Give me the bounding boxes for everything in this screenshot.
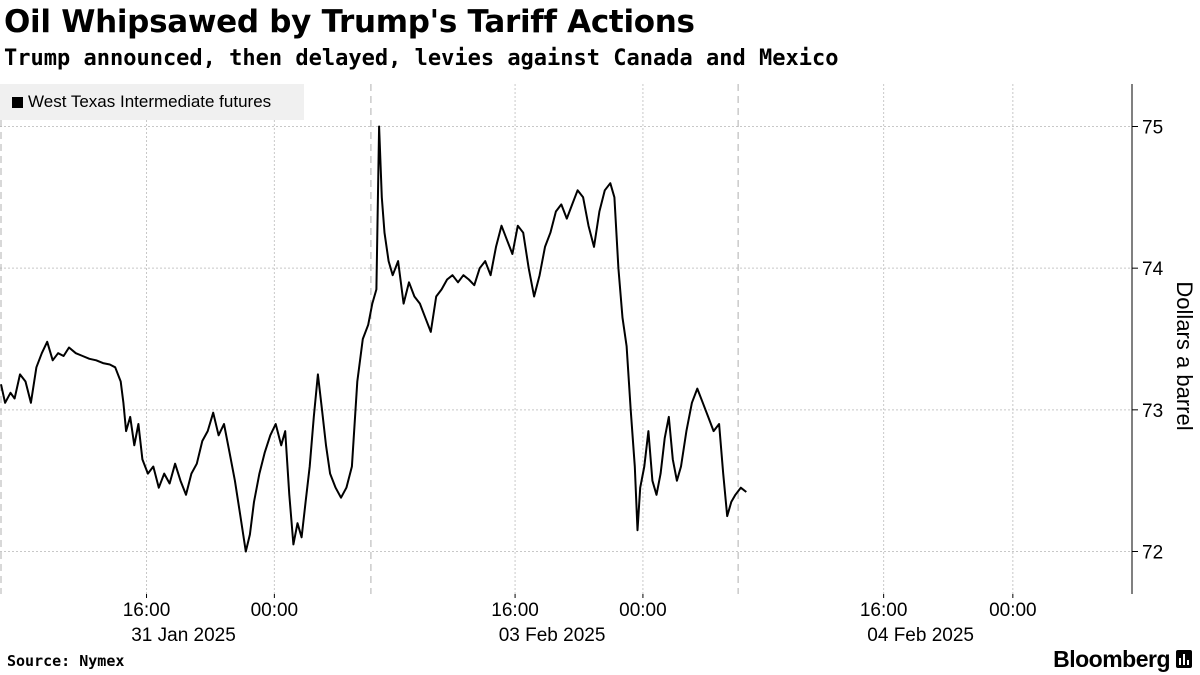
x-tick-date: 31 Jan 2025 [131, 625, 236, 646]
legend: West Texas Intermediate futures [0, 84, 304, 120]
y-tick-label: 74 [1142, 259, 1164, 280]
brand-logo: Bloomberg [1053, 646, 1170, 672]
x-tick-time: 16:00 [491, 600, 539, 621]
x-axis-ticks: 16:00 31 Jan 2025 00:00 16:00 03 Feb 2025 00:… [123, 594, 1037, 646]
bloomberg-chart-icon [1176, 650, 1192, 668]
y-axis-ticks: 72 73 74 75 [1132, 118, 1164, 564]
chart-subtitle: Trump announced, then delayed, levies ag… [4, 46, 839, 71]
y-tick-label: 75 [1142, 118, 1163, 139]
gridlines [0, 84, 1132, 594]
y-tick-label: 73 [1142, 401, 1163, 422]
x-tick-time: 00:00 [619, 600, 667, 621]
session-break-lines [0, 84, 739, 594]
y-axis-label: Dollars a barrel [1172, 281, 1197, 430]
x-tick-time: 00:00 [251, 600, 299, 621]
x-tick-time: 16:00 [860, 600, 908, 621]
x-tick-date: 03 Feb 2025 [499, 625, 606, 646]
x-tick-time: 00:00 [989, 600, 1037, 621]
x-tick-date: 04 Feb 2025 [867, 625, 974, 646]
legend-swatch [12, 97, 23, 108]
series-line-wti [0, 125, 747, 553]
source-note: Source: Nymex [7, 652, 125, 670]
y-tick-label: 72 [1142, 543, 1163, 564]
chart-title: Oil Whipsawed by Trump's Tariff Actions [4, 4, 695, 40]
x-tick-time: 16:00 [123, 600, 171, 621]
legend-label: West Texas Intermediate futures [28, 92, 272, 111]
